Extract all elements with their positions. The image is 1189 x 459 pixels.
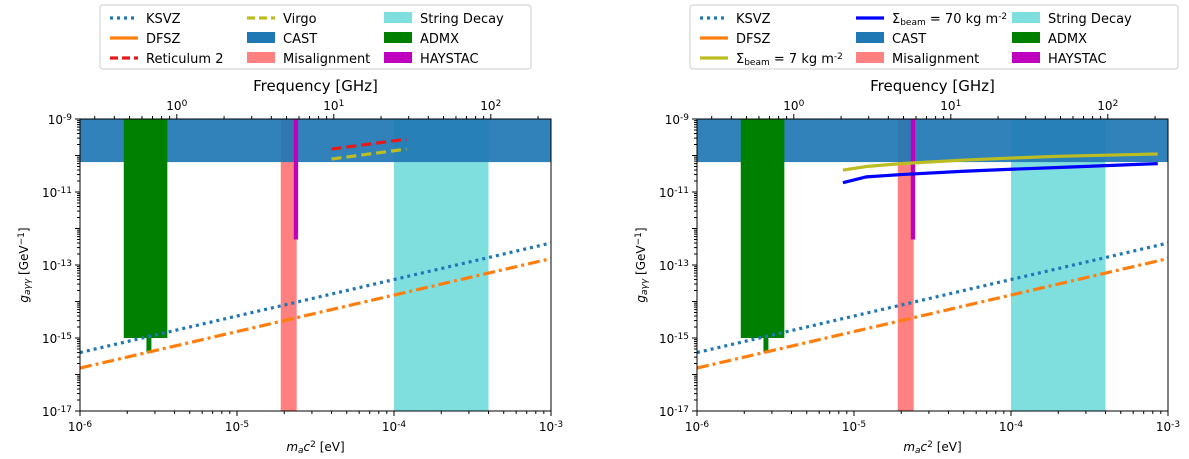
x-tick-label: 10-6​ xyxy=(685,420,710,434)
y-tick-label: 10-13​ xyxy=(659,259,689,273)
legend-label: Σbeam​ = 70 kg m-2​ xyxy=(892,12,1007,28)
y-tick-label: 10-15​ xyxy=(42,332,72,346)
legend-swatch xyxy=(384,12,412,23)
x-axis-label: mac2 [eV] xyxy=(286,440,344,456)
legend-label: Misalignment xyxy=(283,52,370,67)
legend-label: String Decay xyxy=(1048,12,1132,27)
legend-label: CAST xyxy=(283,32,317,47)
region-misalignment xyxy=(280,119,297,411)
legend-label: DFSZ xyxy=(146,32,181,47)
legend-swatch xyxy=(856,52,884,63)
legend-swatch xyxy=(384,32,412,43)
legend-label: String Decay xyxy=(420,12,504,27)
legend-label: ADMX xyxy=(1048,32,1087,47)
legend-label: CAST xyxy=(892,32,926,47)
top-axis-label: Frequency [GHz] xyxy=(870,77,995,95)
series-line-virgo xyxy=(331,147,407,161)
legend-label: Misalignment xyxy=(892,52,979,67)
legend-swatch xyxy=(247,52,275,63)
y-axis-label: gaγγ [GeV−1] xyxy=(634,227,650,302)
legend: KSVZ DFSZ Σbeam​ = 7 kg m-2​ Σbeam​ = 70 kg… xyxy=(689,4,1179,70)
x-tick-label: 10-5​ xyxy=(225,420,249,434)
y-tick-label: 10-15​ xyxy=(659,332,689,346)
y-tick-label: 10-13​ xyxy=(42,259,72,273)
x-tick-label: 10-5​ xyxy=(842,420,866,434)
legend-frame xyxy=(689,4,1179,70)
x-axis-label: mac2 [eV] xyxy=(903,440,961,456)
top-tick-label: 102​ xyxy=(1097,99,1118,113)
legend-swatch xyxy=(1012,52,1040,63)
x-tick-label: 10-6​ xyxy=(68,420,93,434)
legend-swatch xyxy=(1012,32,1040,43)
legend-label: KSVZ xyxy=(736,12,771,27)
region-haystac xyxy=(293,119,299,240)
x-tick-label: 10-3​ xyxy=(1156,420,1180,434)
legend-swatch xyxy=(247,32,275,43)
region-string-decay xyxy=(394,119,489,411)
legend-label: Reticulum 2 xyxy=(146,52,223,67)
legend-label: KSVZ xyxy=(146,12,181,27)
top-axis-label: Frequency [GHz] xyxy=(253,77,378,95)
series-line-dfsz xyxy=(697,257,1168,370)
legend-label: ADMX xyxy=(420,32,459,47)
legend-label: HAYSTAC xyxy=(1048,52,1107,67)
legend-label: DFSZ xyxy=(736,32,771,47)
legend-swatch xyxy=(1012,12,1040,23)
series-line--beam-70-kg-m-2 xyxy=(842,162,1158,185)
region-admx xyxy=(123,119,168,338)
legend-label: Virgo xyxy=(283,12,317,27)
region-admx xyxy=(740,119,785,338)
plot-area xyxy=(697,119,1168,411)
legend: KSVZ DFSZ Reticulum 2 Virgo CAST Misalignment… xyxy=(99,4,532,70)
chart-panel-left: 10-6​ 10-5​ 10-4​ 10-3​ 10-17​ 10-15​ 10-13​ 10… xyxy=(17,4,563,456)
legend-label: Σbeam​ = 7 kg m-2​ xyxy=(736,52,843,68)
top-tick-label: 102​ xyxy=(480,99,501,113)
x-tick-label: 10-4​ xyxy=(999,420,1024,434)
legend-frame xyxy=(99,4,532,70)
region-haystac xyxy=(910,119,916,240)
region-misalignment xyxy=(897,119,914,411)
legend-swatch xyxy=(384,52,412,63)
region-admx xyxy=(763,338,769,353)
plot-area xyxy=(80,119,551,411)
region-admx xyxy=(146,338,152,353)
y-tick-label: 10-17​ xyxy=(42,405,72,419)
top-tick-label: 101​ xyxy=(940,99,961,113)
y-tick-label: 10-11​ xyxy=(659,186,689,200)
x-tick-label: 10-3​ xyxy=(539,420,563,434)
top-tick-label: 101​ xyxy=(323,99,344,113)
y-tick-label: 10-17​ xyxy=(659,405,689,419)
chart-panel-right: 10-6​ 10-5​ 10-4​ 10-3​ 10-17​ 10-15​ 10-13​ 10… xyxy=(634,4,1180,456)
region-string-decay xyxy=(1011,119,1106,411)
x-tick-label: 10-4​ xyxy=(382,420,407,434)
top-tick-label: 100​ xyxy=(783,99,804,113)
top-tick-label: 100​ xyxy=(166,99,187,113)
series-line--beam-7-kg-m-2 xyxy=(842,152,1158,172)
series-line-dfsz xyxy=(80,257,551,370)
series-line-reticulum-2 xyxy=(331,137,407,151)
legend-label: HAYSTAC xyxy=(420,52,479,67)
y-axis-label: gaγγ [GeV−1] xyxy=(17,227,33,302)
y-tick-label: 10-9​ xyxy=(48,113,73,127)
legend-swatch xyxy=(856,32,884,43)
y-tick-label: 10-11​ xyxy=(42,186,72,200)
y-tick-label: 10-9​ xyxy=(665,113,690,127)
